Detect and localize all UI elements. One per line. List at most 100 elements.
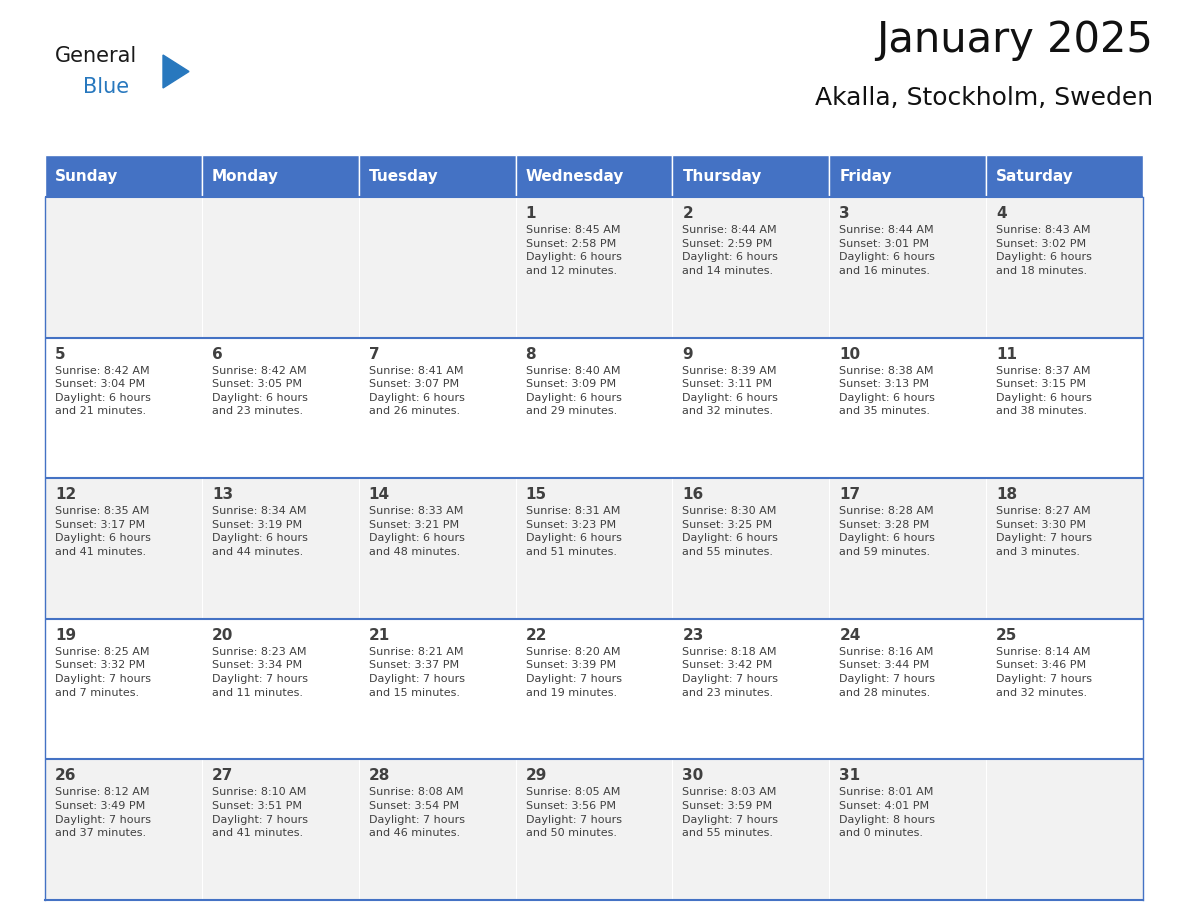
Bar (45, 197, 202, 338)
Text: 14: 14 (368, 487, 390, 502)
Text: Sunrise: 8:33 AM
Sunset: 3:21 PM
Daylight: 6 hours
and 48 minutes.: Sunrise: 8:33 AM Sunset: 3:21 PM Dayligh… (368, 506, 465, 557)
Text: Sunrise: 8:21 AM
Sunset: 3:37 PM
Daylight: 7 hours
and 15 minutes.: Sunrise: 8:21 AM Sunset: 3:37 PM Dayligh… (368, 647, 465, 698)
Text: Sunrise: 8:40 AM
Sunset: 3:09 PM
Daylight: 6 hours
and 29 minutes.: Sunrise: 8:40 AM Sunset: 3:09 PM Dayligh… (525, 365, 621, 417)
Text: Monday: Monday (211, 169, 279, 184)
Bar (45, 338, 202, 478)
Text: Sunrise: 8:03 AM
Sunset: 3:59 PM
Daylight: 7 hours
and 55 minutes.: Sunrise: 8:03 AM Sunset: 3:59 PM Dayligh… (682, 788, 778, 838)
Text: Saturday: Saturday (997, 169, 1074, 184)
Text: Wednesday: Wednesday (525, 169, 624, 184)
Bar (829, 197, 986, 338)
Text: 18: 18 (997, 487, 1017, 502)
Text: Sunrise: 8:14 AM
Sunset: 3:46 PM
Daylight: 7 hours
and 32 minutes.: Sunrise: 8:14 AM Sunset: 3:46 PM Dayligh… (997, 647, 1092, 698)
Text: 24: 24 (839, 628, 860, 643)
Bar (829, 155, 986, 197)
Bar (829, 619, 986, 759)
Text: Sunrise: 8:44 AM
Sunset: 2:59 PM
Daylight: 6 hours
and 14 minutes.: Sunrise: 8:44 AM Sunset: 2:59 PM Dayligh… (682, 225, 778, 275)
Text: Sunday: Sunday (55, 169, 119, 184)
Text: January 2025: January 2025 (876, 19, 1154, 61)
Text: Akalla, Stockholm, Sweden: Akalla, Stockholm, Sweden (815, 86, 1154, 110)
Text: Sunrise: 8:05 AM
Sunset: 3:56 PM
Daylight: 7 hours
and 50 minutes.: Sunrise: 8:05 AM Sunset: 3:56 PM Dayligh… (525, 788, 621, 838)
Text: Sunrise: 8:42 AM
Sunset: 3:05 PM
Daylight: 6 hours
and 23 minutes.: Sunrise: 8:42 AM Sunset: 3:05 PM Dayligh… (211, 365, 308, 417)
Bar (829, 478, 986, 619)
Bar (45, 619, 202, 759)
Text: Tuesday: Tuesday (368, 169, 438, 184)
Text: 21: 21 (368, 628, 390, 643)
Text: Sunrise: 8:20 AM
Sunset: 3:39 PM
Daylight: 7 hours
and 19 minutes.: Sunrise: 8:20 AM Sunset: 3:39 PM Dayligh… (525, 647, 621, 698)
Bar (359, 619, 516, 759)
Bar (359, 338, 516, 478)
Bar (202, 197, 359, 338)
Text: 6: 6 (211, 347, 222, 362)
Text: Sunrise: 8:43 AM
Sunset: 3:02 PM
Daylight: 6 hours
and 18 minutes.: Sunrise: 8:43 AM Sunset: 3:02 PM Dayligh… (997, 225, 1092, 275)
Text: 13: 13 (211, 487, 233, 502)
Text: 7: 7 (368, 347, 379, 362)
Text: Friday: Friday (839, 169, 892, 184)
Text: Sunrise: 8:18 AM
Sunset: 3:42 PM
Daylight: 7 hours
and 23 minutes.: Sunrise: 8:18 AM Sunset: 3:42 PM Dayligh… (682, 647, 778, 698)
Bar (986, 197, 1143, 338)
Text: Sunrise: 8:28 AM
Sunset: 3:28 PM
Daylight: 6 hours
and 59 minutes.: Sunrise: 8:28 AM Sunset: 3:28 PM Dayligh… (839, 506, 935, 557)
Text: Thursday: Thursday (682, 169, 762, 184)
Bar (202, 155, 359, 197)
Bar (516, 759, 672, 900)
Text: 2: 2 (682, 206, 693, 221)
Text: 25: 25 (997, 628, 1017, 643)
Bar (45, 478, 202, 619)
Bar (986, 338, 1143, 478)
Text: Sunrise: 8:31 AM
Sunset: 3:23 PM
Daylight: 6 hours
and 51 minutes.: Sunrise: 8:31 AM Sunset: 3:23 PM Dayligh… (525, 506, 621, 557)
Text: 20: 20 (211, 628, 233, 643)
Bar (672, 478, 829, 619)
Bar (202, 759, 359, 900)
Text: Sunrise: 8:16 AM
Sunset: 3:44 PM
Daylight: 7 hours
and 28 minutes.: Sunrise: 8:16 AM Sunset: 3:44 PM Dayligh… (839, 647, 935, 698)
Text: Sunrise: 8:39 AM
Sunset: 3:11 PM
Daylight: 6 hours
and 32 minutes.: Sunrise: 8:39 AM Sunset: 3:11 PM Dayligh… (682, 365, 778, 417)
Bar (672, 155, 829, 197)
Bar (359, 197, 516, 338)
Bar (202, 619, 359, 759)
Text: 9: 9 (682, 347, 693, 362)
Text: 11: 11 (997, 347, 1017, 362)
Text: Sunrise: 8:45 AM
Sunset: 2:58 PM
Daylight: 6 hours
and 12 minutes.: Sunrise: 8:45 AM Sunset: 2:58 PM Dayligh… (525, 225, 621, 275)
Text: 12: 12 (55, 487, 76, 502)
Bar (516, 478, 672, 619)
Text: Sunrise: 8:44 AM
Sunset: 3:01 PM
Daylight: 6 hours
and 16 minutes.: Sunrise: 8:44 AM Sunset: 3:01 PM Dayligh… (839, 225, 935, 275)
Text: 15: 15 (525, 487, 546, 502)
Text: Sunrise: 8:34 AM
Sunset: 3:19 PM
Daylight: 6 hours
and 44 minutes.: Sunrise: 8:34 AM Sunset: 3:19 PM Dayligh… (211, 506, 308, 557)
Text: 4: 4 (997, 206, 1006, 221)
Text: Sunrise: 8:30 AM
Sunset: 3:25 PM
Daylight: 6 hours
and 55 minutes.: Sunrise: 8:30 AM Sunset: 3:25 PM Dayligh… (682, 506, 778, 557)
Bar (359, 478, 516, 619)
Bar (202, 338, 359, 478)
Bar (45, 155, 202, 197)
Bar (202, 478, 359, 619)
Text: 26: 26 (55, 768, 76, 783)
Text: Sunrise: 8:08 AM
Sunset: 3:54 PM
Daylight: 7 hours
and 46 minutes.: Sunrise: 8:08 AM Sunset: 3:54 PM Dayligh… (368, 788, 465, 838)
Text: 23: 23 (682, 628, 703, 643)
Bar (516, 619, 672, 759)
Bar (672, 759, 829, 900)
Text: Sunrise: 8:12 AM
Sunset: 3:49 PM
Daylight: 7 hours
and 37 minutes.: Sunrise: 8:12 AM Sunset: 3:49 PM Dayligh… (55, 788, 151, 838)
Text: 28: 28 (368, 768, 390, 783)
Text: 22: 22 (525, 628, 546, 643)
Text: Sunrise: 8:38 AM
Sunset: 3:13 PM
Daylight: 6 hours
and 35 minutes.: Sunrise: 8:38 AM Sunset: 3:13 PM Dayligh… (839, 365, 935, 417)
Text: 10: 10 (839, 347, 860, 362)
Text: 1: 1 (525, 206, 536, 221)
Text: 5: 5 (55, 347, 65, 362)
Bar (986, 155, 1143, 197)
Text: 31: 31 (839, 768, 860, 783)
Bar (986, 478, 1143, 619)
Bar (45, 759, 202, 900)
Bar (986, 619, 1143, 759)
Text: 3: 3 (839, 206, 849, 221)
Text: Sunrise: 8:10 AM
Sunset: 3:51 PM
Daylight: 7 hours
and 41 minutes.: Sunrise: 8:10 AM Sunset: 3:51 PM Dayligh… (211, 788, 308, 838)
Text: Sunrise: 8:35 AM
Sunset: 3:17 PM
Daylight: 6 hours
and 41 minutes.: Sunrise: 8:35 AM Sunset: 3:17 PM Dayligh… (55, 506, 151, 557)
Bar (672, 338, 829, 478)
Text: Sunrise: 8:23 AM
Sunset: 3:34 PM
Daylight: 7 hours
and 11 minutes.: Sunrise: 8:23 AM Sunset: 3:34 PM Dayligh… (211, 647, 308, 698)
Text: Sunrise: 8:41 AM
Sunset: 3:07 PM
Daylight: 6 hours
and 26 minutes.: Sunrise: 8:41 AM Sunset: 3:07 PM Dayligh… (368, 365, 465, 417)
Text: Sunrise: 8:37 AM
Sunset: 3:15 PM
Daylight: 6 hours
and 38 minutes.: Sunrise: 8:37 AM Sunset: 3:15 PM Dayligh… (997, 365, 1092, 417)
Text: General: General (55, 46, 138, 66)
Text: 30: 30 (682, 768, 703, 783)
Text: 27: 27 (211, 768, 233, 783)
Bar (516, 155, 672, 197)
Text: 29: 29 (525, 768, 546, 783)
Bar (829, 759, 986, 900)
Text: Sunrise: 8:01 AM
Sunset: 4:01 PM
Daylight: 8 hours
and 0 minutes.: Sunrise: 8:01 AM Sunset: 4:01 PM Dayligh… (839, 788, 935, 838)
Bar (359, 155, 516, 197)
